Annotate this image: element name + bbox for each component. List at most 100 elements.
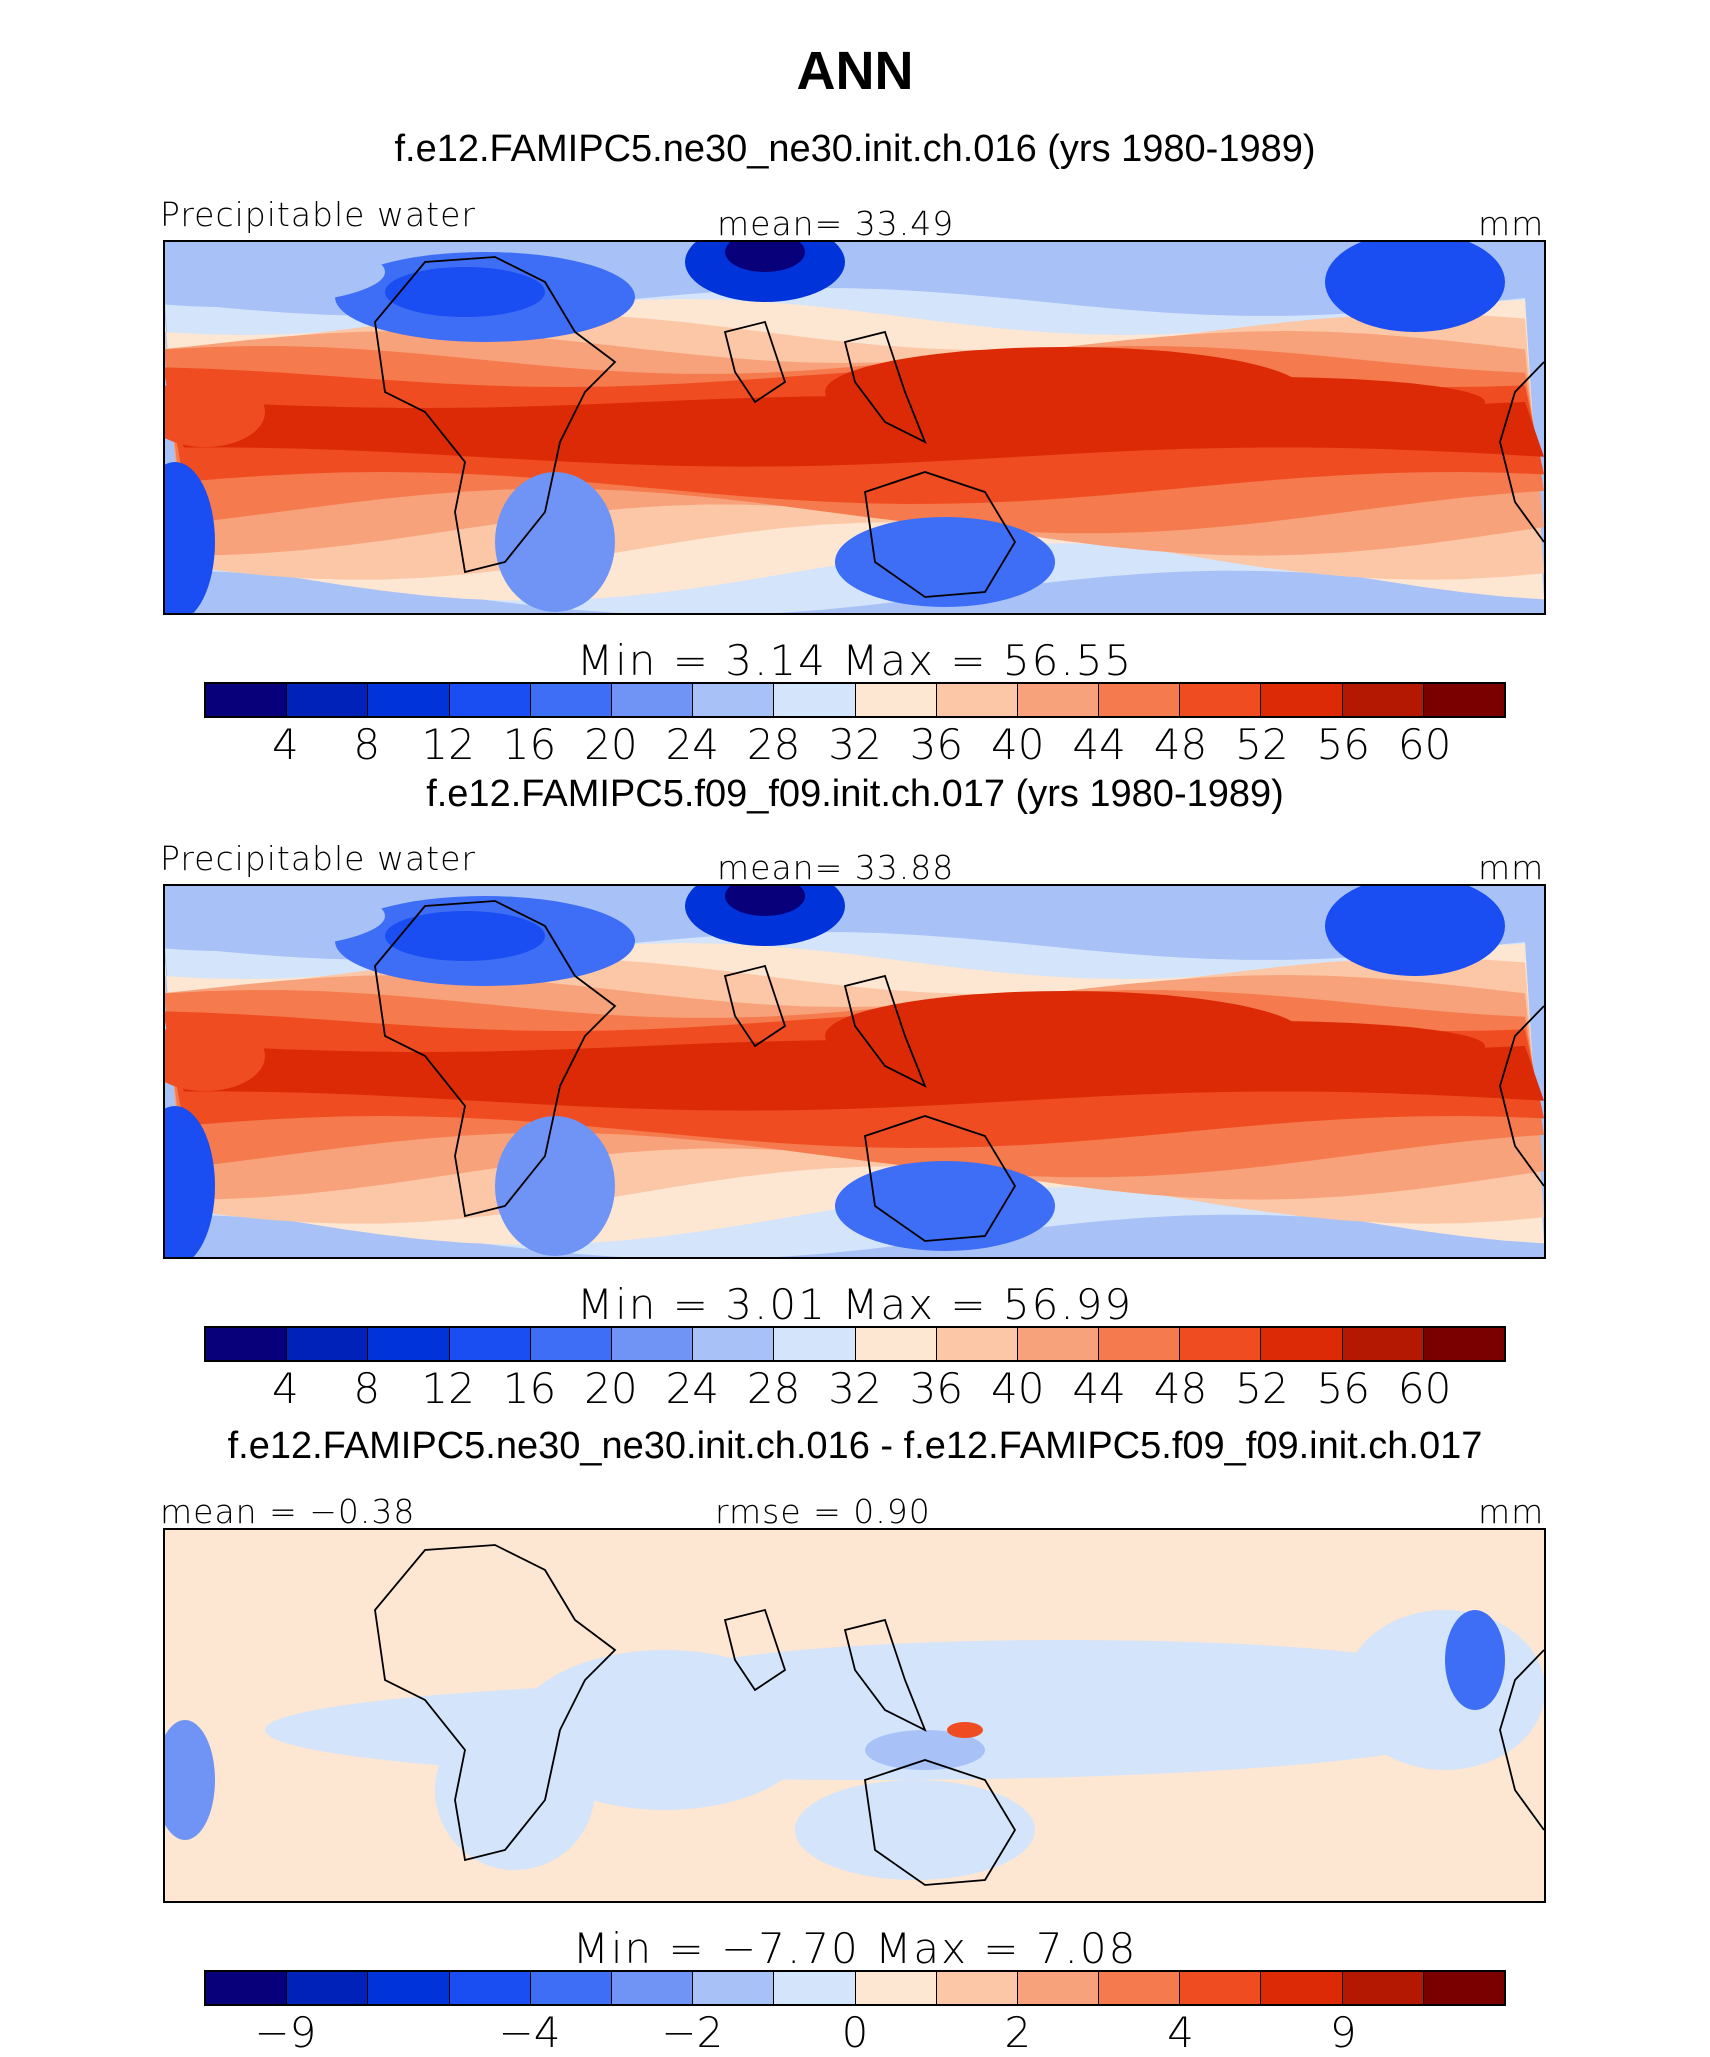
coastline	[723, 320, 787, 404]
colorbar-tick-label: 56	[1316, 1364, 1370, 1413]
panel-1-units-label: mm	[1478, 204, 1545, 243]
contour-blob	[165, 242, 385, 307]
colorbar-tick-label: 28	[746, 1364, 801, 1413]
contour-blob	[1325, 886, 1505, 976]
contour-blob	[165, 1021, 265, 1091]
main-title: ANN	[796, 41, 914, 101]
colorbar-tick-label: 60	[1397, 1364, 1452, 1413]
colorbar-tick-label: 32	[828, 1364, 882, 1413]
contour-blob	[385, 267, 545, 317]
colorbar-tick-label: 20	[584, 1364, 638, 1413]
colorbar-swatch	[1180, 1328, 1262, 1360]
colorbar-tick-label: 32	[828, 720, 882, 769]
colorbar-swatch	[1342, 1972, 1424, 2004]
contour-blob	[165, 1106, 215, 1257]
panel-2-units-label: mm	[1478, 848, 1545, 887]
colorbar-swatch	[855, 1972, 937, 2004]
colorbar-swatch	[1099, 1328, 1181, 1360]
coastline	[723, 1608, 787, 1692]
colorbar-swatch	[936, 684, 1018, 716]
colorbar-swatch	[936, 1972, 1018, 2004]
colorbar-swatch	[1342, 684, 1424, 716]
panel-2-mean-label: mean= 33.88	[717, 848, 955, 887]
contour-blob	[1045, 1021, 1485, 1071]
colorbar-swatch	[1180, 684, 1262, 716]
panel-1-colorbar-ticks: 4 8 12 16 20 24 28 32 36 40 44 48 52 56 60	[0, 720, 1710, 770]
colorbar-swatch	[287, 1972, 369, 2004]
colorbar-swatch	[936, 1328, 1018, 1360]
colorbar-swatch	[449, 1328, 531, 1360]
colorbar-swatch	[449, 1972, 531, 2004]
contour-blob	[835, 1161, 1055, 1251]
contour-blob	[665, 1640, 1465, 1720]
colorbar-swatch	[287, 1328, 369, 1360]
coastline	[864, 1115, 1017, 1242]
colorbar-swatch	[1342, 1328, 1424, 1360]
colorbar-tick-label: 8	[353, 720, 381, 769]
colorbar-swatch	[1423, 1972, 1504, 2004]
colorbar-swatch	[611, 684, 694, 716]
colorbar-tick-label: 48	[1153, 720, 1208, 769]
colorbar-tick-label: 20	[584, 720, 638, 769]
colorbar-swatch	[611, 1972, 694, 2004]
panel-3-colorbar-ticks: −9 −4 −2 0 2 4 9	[0, 2008, 1710, 2057]
panel-3-map	[163, 1528, 1546, 1903]
panel-1-title: f.e12.FAMIPC5.ne30_ne30.init.ch.016 (yrs…	[394, 128, 1316, 170]
colorbar-tick-label: 40	[991, 1364, 1045, 1413]
contour-blob	[1325, 242, 1505, 332]
colorbar-swatch	[530, 1328, 612, 1360]
coastline	[723, 964, 787, 1048]
colorbar-tick-label: −4	[498, 2008, 561, 2057]
coastline	[374, 1544, 617, 1862]
colorbar-tick-label: 52	[1235, 1364, 1289, 1413]
colorbar-tick-label: 12	[421, 1364, 475, 1413]
colorbar-tick-label: 12	[421, 720, 475, 769]
contour-blob	[725, 242, 805, 272]
coastline	[374, 256, 617, 574]
colorbar-tick-label: −9	[254, 2008, 317, 2057]
panel-3-units-label: mm	[1478, 1492, 1545, 1531]
colorbar-tick-label: 24	[665, 1364, 719, 1413]
contour-blob	[835, 517, 1055, 607]
colorbar-tick-label: 8	[353, 1364, 381, 1413]
panel-3-mean-label: mean = −0.38	[160, 1492, 416, 1531]
colorbar-swatch	[693, 684, 775, 716]
coastline	[1499, 1005, 1544, 1187]
colorbar-tick-label: 52	[1235, 720, 1289, 769]
contour-blob	[435, 1710, 595, 1870]
contour-blob	[1345, 1610, 1544, 1770]
contour-blob	[1445, 1610, 1505, 1710]
contour-blob	[385, 911, 545, 961]
coastline	[374, 900, 617, 1218]
colorbar-swatch	[855, 684, 937, 716]
panel-2-minmax: Min = 3.01 Max = 56.99	[576, 1280, 1134, 1329]
panel-1-field	[165, 242, 1544, 613]
panel-2-colorbar-ticks: 4 8 12 16 20 24 28 32 36 40 44 48 52 56 60	[0, 1364, 1710, 1414]
coastline	[1499, 361, 1544, 543]
colorbar-swatch	[774, 684, 856, 716]
colorbar-swatch	[530, 1972, 612, 2004]
colorbar-tick-label: 16	[502, 1364, 557, 1413]
colorbar-swatch	[1261, 1972, 1343, 2004]
colorbar-swatch	[368, 684, 450, 716]
panel-1-map	[163, 240, 1546, 615]
colorbar-swatch	[693, 1328, 775, 1360]
colorbar-tick-label: 36	[909, 720, 964, 769]
panel-3-rmse-label: rmse = 0.90	[715, 1492, 931, 1531]
colorbar-swatch	[693, 1972, 775, 2004]
colorbar-swatch	[530, 684, 612, 716]
panel-3-title: f.e12.FAMIPC5.ne30_ne30.init.ch.016 - f.…	[227, 1425, 1483, 1467]
colorbar-tick-label: 4	[1167, 2008, 1194, 2057]
colorbar-swatch	[368, 1972, 450, 2004]
colorbar-tick-label: 56	[1316, 720, 1370, 769]
contour-blob	[495, 1116, 615, 1256]
panel-1-minmax: Min = 3.14 Max = 56.55	[576, 636, 1134, 685]
colorbar-tick-label: 60	[1397, 720, 1452, 769]
contour-blob	[1045, 377, 1485, 427]
colorbar-swatch	[774, 1328, 856, 1360]
coastline	[843, 1618, 927, 1732]
colorbar-tick-label: 4	[272, 1364, 299, 1413]
colorbar-swatch	[855, 1328, 937, 1360]
colorbar-tick-label: −2	[661, 2008, 724, 2057]
colorbar-tick-label: 0	[841, 2008, 869, 2057]
